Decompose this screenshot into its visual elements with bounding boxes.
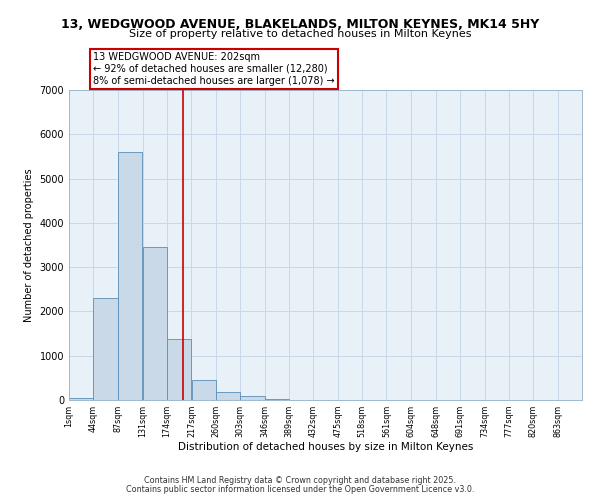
Bar (143, 247, 167, 400)
Text: 13, WEDGWOOD AVENUE, BLAKELANDS, MILTON KEYNES, MK14 5HY: 13, WEDGWOOD AVENUE, BLAKELANDS, MILTON … (61, 18, 539, 30)
Text: 13 WEDGWOOD AVENUE: 202sqm
← 92% of detached houses are smaller (12,280)
8% of s: 13 WEDGWOOD AVENUE: 202sqm ← 92% of deta… (94, 52, 335, 86)
Bar (240, 396, 265, 400)
Text: Size of property relative to detached houses in Milton Keynes: Size of property relative to detached ho… (129, 29, 471, 39)
Text: Contains public sector information licensed under the Open Government Licence v3: Contains public sector information licen… (126, 485, 474, 494)
Bar (265, 398, 289, 400)
Bar (118, 152, 142, 400)
Y-axis label: Number of detached properties: Number of detached properties (24, 168, 34, 322)
Bar (191, 380, 216, 400)
Bar (167, 339, 191, 400)
X-axis label: Distribution of detached houses by size in Milton Keynes: Distribution of detached houses by size … (178, 442, 473, 452)
Bar (69, 398, 94, 400)
Text: Contains HM Land Registry data © Crown copyright and database right 2025.: Contains HM Land Registry data © Crown c… (144, 476, 456, 485)
Bar (94, 298, 118, 400)
Bar (216, 392, 240, 400)
